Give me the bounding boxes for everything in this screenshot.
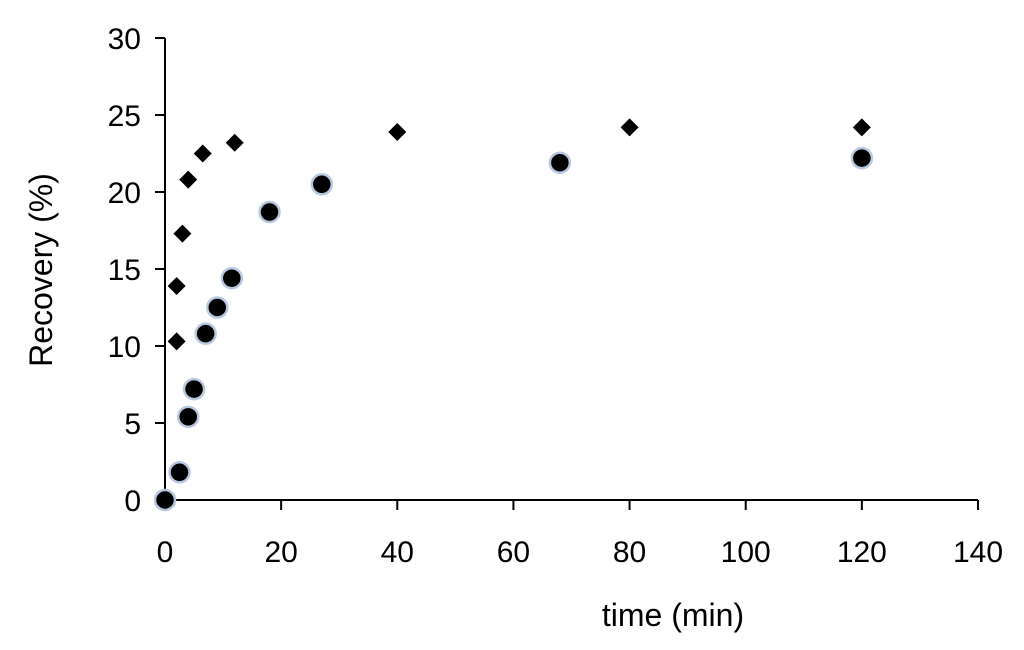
diamond-marker <box>173 224 192 243</box>
circle-marker <box>258 200 281 224</box>
diamond-marker <box>179 170 198 189</box>
circle-marker <box>310 173 334 196</box>
x-ticks: 0 20 40 60 80 100 120 140 <box>157 500 1003 569</box>
y-tick-label: 20 <box>108 177 141 210</box>
circle-marker <box>176 405 200 429</box>
diamond-marker <box>388 122 407 141</box>
circle-marker <box>548 151 572 174</box>
diamond-marker <box>852 118 871 137</box>
axes <box>164 38 978 501</box>
y-tick-label: 25 <box>108 100 141 133</box>
x-tick-label: 100 <box>721 536 771 569</box>
y-axis-title: Recovery (%) <box>23 173 59 367</box>
y-tick-label: 0 <box>124 485 141 518</box>
x-tick-label: 120 <box>837 536 887 569</box>
diamond-marker <box>225 133 244 152</box>
x-tick-label: 80 <box>613 536 646 569</box>
diamond-marker <box>620 118 639 137</box>
diamond-marker <box>167 332 186 351</box>
circle-marker <box>220 266 244 290</box>
y-tick-label: 15 <box>108 254 141 287</box>
x-tick-label: 0 <box>157 536 174 569</box>
circle-marker <box>850 146 874 170</box>
circle-marker <box>194 322 217 345</box>
circle-marker <box>182 377 206 401</box>
x-tick-label: 140 <box>953 536 1003 569</box>
y-tick-label: 30 <box>108 23 141 56</box>
y-ticks: 0 5 10 15 20 25 30 <box>108 23 165 518</box>
y-tick-label: 10 <box>108 331 141 364</box>
x-tick-label: 60 <box>497 536 530 569</box>
series-2 <box>153 146 874 512</box>
diamond-marker <box>167 276 186 295</box>
circle-marker <box>153 488 177 512</box>
diamond-marker <box>193 144 212 163</box>
x-tick-label: 40 <box>381 536 414 569</box>
circle-marker <box>206 296 229 319</box>
circle-marker <box>168 461 191 484</box>
y-tick-label: 5 <box>124 408 141 441</box>
data-points <box>153 118 874 512</box>
series-1 <box>167 118 871 351</box>
x-axis-title: time (min) <box>602 597 744 633</box>
x-tick-label: 20 <box>264 536 297 569</box>
